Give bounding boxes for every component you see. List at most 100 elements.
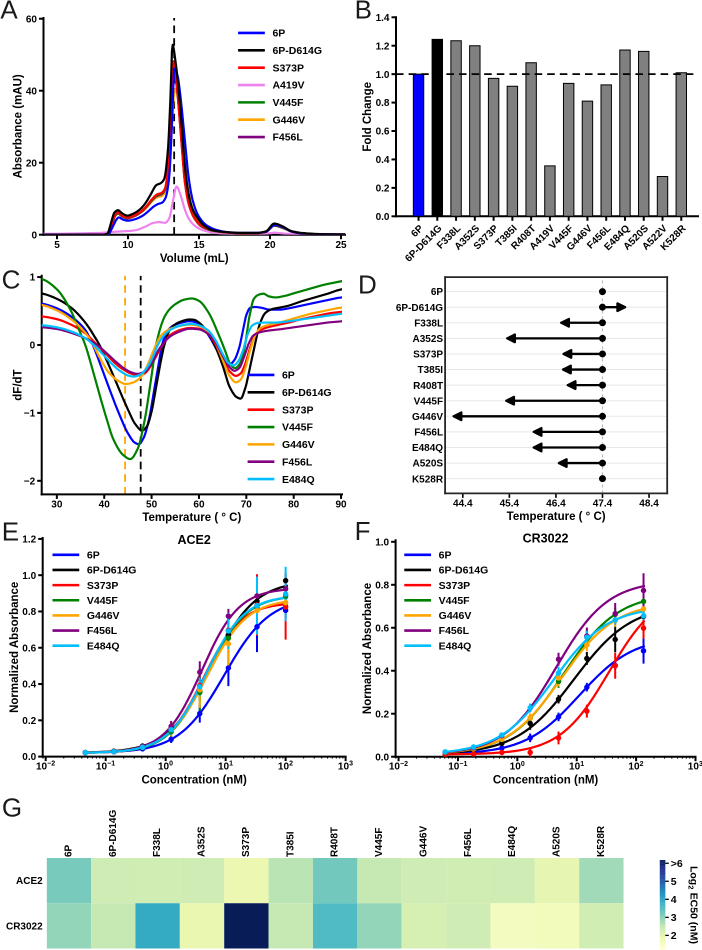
svg-text:4: 4: [671, 894, 677, 906]
svg-text:>6: >6: [671, 858, 683, 870]
svg-text:S373P: S373P: [87, 580, 119, 592]
svg-text:F456L: F456L: [272, 132, 303, 144]
svg-text:44.4: 44.4: [453, 499, 473, 510]
svg-text:F456L: F456L: [282, 456, 313, 468]
svg-text:0: 0: [31, 230, 37, 241]
svg-text:E: E: [2, 516, 19, 546]
svg-text:0.4: 0.4: [22, 680, 36, 691]
svg-text:80: 80: [288, 500, 300, 511]
svg-text:G446V: G446V: [282, 439, 315, 451]
svg-text:30: 30: [51, 500, 63, 511]
svg-text:1.2: 1.2: [22, 535, 36, 546]
svg-text:CR3022: CR3022: [6, 921, 43, 932]
svg-text:E484Q: E484Q: [439, 640, 472, 652]
svg-text:50: 50: [146, 500, 158, 511]
svg-text:0.0: 0.0: [375, 752, 389, 763]
svg-text:0.8: 0.8: [375, 580, 389, 591]
svg-text:Normalized Absorbance: Normalized Absorbance: [362, 583, 374, 714]
svg-text:ACE2: ACE2: [16, 876, 43, 887]
svg-text:G446V: G446V: [412, 412, 443, 423]
svg-text:40: 40: [26, 86, 38, 97]
svg-text:6P-D614G: 6P-D614G: [282, 387, 332, 399]
svg-text:0.6: 0.6: [375, 623, 389, 634]
svg-text:V445F: V445F: [282, 422, 314, 434]
svg-text:6P-D614G: 6P-D614G: [396, 303, 443, 314]
svg-text:R408T: R408T: [413, 381, 443, 392]
svg-text:1.0: 1.0: [22, 571, 36, 582]
svg-text:0: 0: [30, 341, 36, 352]
svg-text:S373P: S373P: [241, 827, 252, 857]
svg-text:ACE2: ACE2: [177, 533, 210, 547]
svg-text:Fold Change: Fold Change: [362, 82, 374, 152]
svg-text:Concentration (nM): Concentration (nM): [141, 774, 247, 786]
svg-text:6P: 6P: [439, 550, 452, 562]
svg-text:V445F: V445F: [414, 396, 443, 407]
svg-text:0.0: 0.0: [22, 752, 36, 763]
svg-text:1 0 2: 1 0 2: [628, 757, 643, 774]
svg-text:40: 40: [99, 500, 111, 511]
svg-text:S373P: S373P: [272, 62, 304, 74]
svg-text:T385I: T385I: [418, 365, 444, 376]
svg-text:G446V: G446V: [87, 610, 120, 622]
svg-text:0.4: 0.4: [376, 155, 390, 166]
svg-text:G446V: G446V: [439, 610, 472, 622]
svg-text:A520S: A520S: [552, 826, 563, 857]
svg-text:20: 20: [264, 240, 276, 251]
svg-text:1.0: 1.0: [375, 537, 389, 548]
svg-text:S373P: S373P: [439, 580, 471, 592]
svg-text:1 0 0: 1 0 0: [158, 756, 173, 773]
svg-text:G: G: [2, 793, 22, 823]
svg-text:E484Q: E484Q: [282, 474, 315, 486]
svg-text:F456L: F456L: [439, 625, 470, 637]
svg-text:S373P: S373P: [282, 404, 314, 416]
svg-text:V445F: V445F: [87, 595, 119, 607]
svg-text:48.4: 48.4: [639, 499, 659, 510]
svg-text:V445F: V445F: [272, 97, 304, 109]
svg-text:0.8: 0.8: [376, 98, 390, 109]
svg-text:0.2: 0.2: [375, 709, 389, 720]
svg-text:1.4: 1.4: [376, 13, 390, 24]
svg-text:L o g E: L o g E C 5 0 ( n M ) 2: [686, 866, 702, 948]
svg-text:E484Q: E484Q: [87, 640, 120, 652]
svg-text:3: 3: [671, 912, 677, 924]
svg-text:6P-D614G: 6P-D614G: [108, 810, 119, 857]
svg-text:1 0 −: 1 0 − 1: [448, 753, 467, 774]
svg-text:45.4: 45.4: [500, 499, 520, 510]
svg-text:Concentration (nM): Concentration (nM): [493, 774, 599, 786]
svg-text:15: 15: [193, 240, 205, 251]
svg-text:0.4: 0.4: [375, 666, 389, 677]
svg-text:1: 1: [30, 273, 36, 284]
svg-text:1 0 1: 1 0 1: [569, 756, 584, 773]
svg-text:1 0 3: 1 0 3: [338, 756, 353, 773]
svg-text:F456L: F456L: [87, 625, 118, 637]
svg-text:C: C: [2, 264, 21, 294]
svg-text:1.2: 1.2: [376, 41, 390, 52]
svg-text:6P-D614G: 6P-D614G: [87, 565, 137, 577]
svg-text:6P-D614G: 6P-D614G: [272, 45, 322, 57]
svg-text:Volume (mL): Volume (mL): [160, 253, 229, 265]
svg-text:70: 70: [241, 500, 253, 511]
svg-text:K528R: K528R: [596, 825, 607, 857]
svg-text:G446V: G446V: [272, 114, 305, 126]
svg-text:B: B: [355, 0, 372, 25]
svg-text:1 0 −: 1 0 − 2: [389, 753, 408, 774]
svg-text:F338L: F338L: [152, 828, 163, 857]
svg-text:D: D: [358, 269, 377, 299]
svg-text:−1: −1: [24, 409, 36, 420]
svg-text:K528R: K528R: [412, 474, 444, 485]
svg-text:Temperature ( ° C): Temperature ( ° C): [142, 512, 241, 524]
svg-text:0.8: 0.8: [22, 607, 36, 618]
svg-text:0.2: 0.2: [22, 716, 36, 727]
svg-text:6P: 6P: [63, 844, 74, 857]
svg-text:Temperature ( ° C): Temperature ( ° C): [507, 511, 606, 523]
svg-text:Absorbance (mAU): Absorbance (mAU): [12, 74, 24, 178]
svg-text:A352S: A352S: [413, 334, 444, 345]
svg-text:6P: 6P: [431, 287, 444, 298]
svg-text:90: 90: [335, 500, 347, 511]
svg-text:Normalized Absorbance: Normalized Absorbance: [9, 582, 21, 713]
svg-text:6P-D614G: 6P-D614G: [439, 565, 489, 577]
svg-text:1 0 1: 1 0 1: [218, 756, 233, 773]
svg-text:46.4: 46.4: [546, 499, 566, 510]
svg-text:6P: 6P: [282, 370, 295, 382]
svg-text:V445F: V445F: [439, 595, 471, 607]
